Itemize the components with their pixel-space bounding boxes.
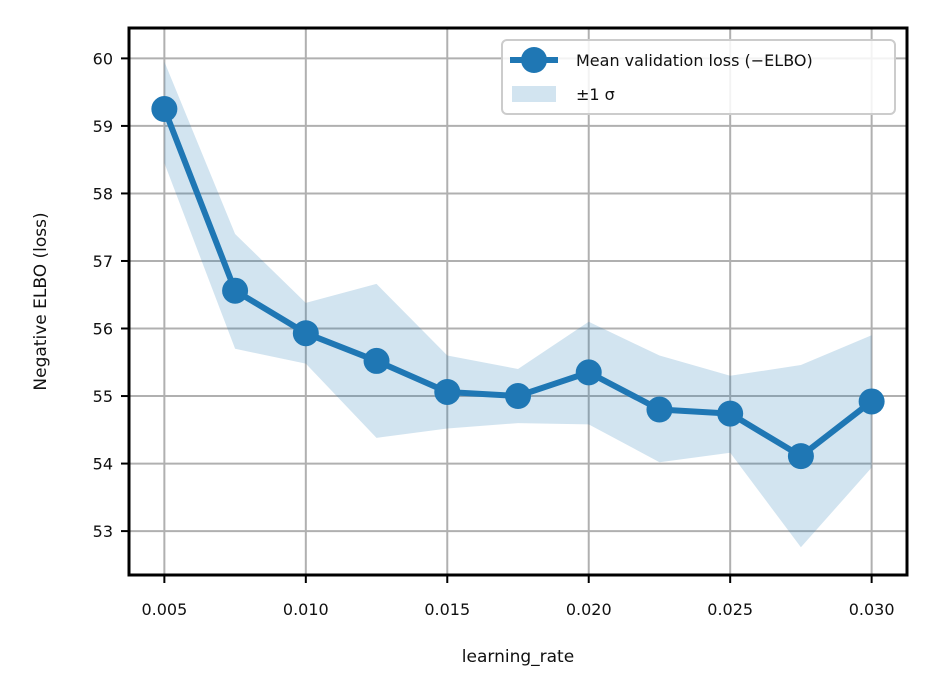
y-tick-label-5: 58 bbox=[93, 184, 113, 203]
legend: Mean validation loss (−ELBO) ±1 σ bbox=[501, 39, 896, 115]
legend-band-swatch bbox=[512, 86, 556, 102]
x-tick-label-2: 0.015 bbox=[424, 600, 470, 619]
x-axis-label: learning_rate bbox=[462, 647, 574, 667]
y-tick-label-2: 55 bbox=[93, 387, 113, 406]
data-points bbox=[151, 96, 885, 470]
data-point-7 bbox=[646, 396, 673, 423]
data-point-4 bbox=[434, 378, 461, 405]
x-tick-label-4: 0.025 bbox=[707, 600, 753, 619]
axes-frame bbox=[127, 26, 909, 577]
y-axis-label: Negative ELBO (loss) bbox=[31, 212, 51, 390]
y-tick-label-1: 54 bbox=[93, 455, 113, 474]
data-point-2 bbox=[292, 320, 319, 347]
legend-entry-band: ±1 σ bbox=[576, 85, 615, 104]
std-band bbox=[164, 61, 872, 548]
y-tick-label-3: 56 bbox=[93, 320, 113, 339]
y-axis-ticks: 53 54 55 56 57 58 59 60 bbox=[93, 49, 129, 541]
legend-entry-mean: Mean validation loss (−ELBO) bbox=[576, 51, 813, 70]
data-point-6 bbox=[575, 359, 602, 386]
x-tick-label-0: 0.005 bbox=[141, 600, 187, 619]
y-tick-label-0: 53 bbox=[93, 522, 113, 541]
x-tick-label-3: 0.020 bbox=[566, 600, 612, 619]
x-tick-label-1: 0.010 bbox=[283, 600, 329, 619]
x-axis-ticks: 0.005 0.010 0.015 0.020 0.025 0.030 bbox=[141, 575, 895, 619]
data-point-9 bbox=[787, 443, 814, 470]
data-point-8 bbox=[717, 400, 744, 427]
y-tick-label-4: 57 bbox=[93, 252, 113, 271]
data-point-1 bbox=[222, 277, 249, 304]
data-point-5 bbox=[505, 383, 531, 410]
data-point-10 bbox=[858, 388, 885, 415]
legend-box bbox=[501, 39, 896, 115]
x-tick-label-5: 0.030 bbox=[849, 600, 895, 619]
y-tick-label-7: 60 bbox=[93, 49, 113, 68]
data-point-3 bbox=[363, 347, 390, 374]
y-tick-label-6: 59 bbox=[93, 117, 113, 136]
legend-marker-swatch bbox=[521, 47, 547, 73]
data-point-0 bbox=[151, 96, 178, 123]
